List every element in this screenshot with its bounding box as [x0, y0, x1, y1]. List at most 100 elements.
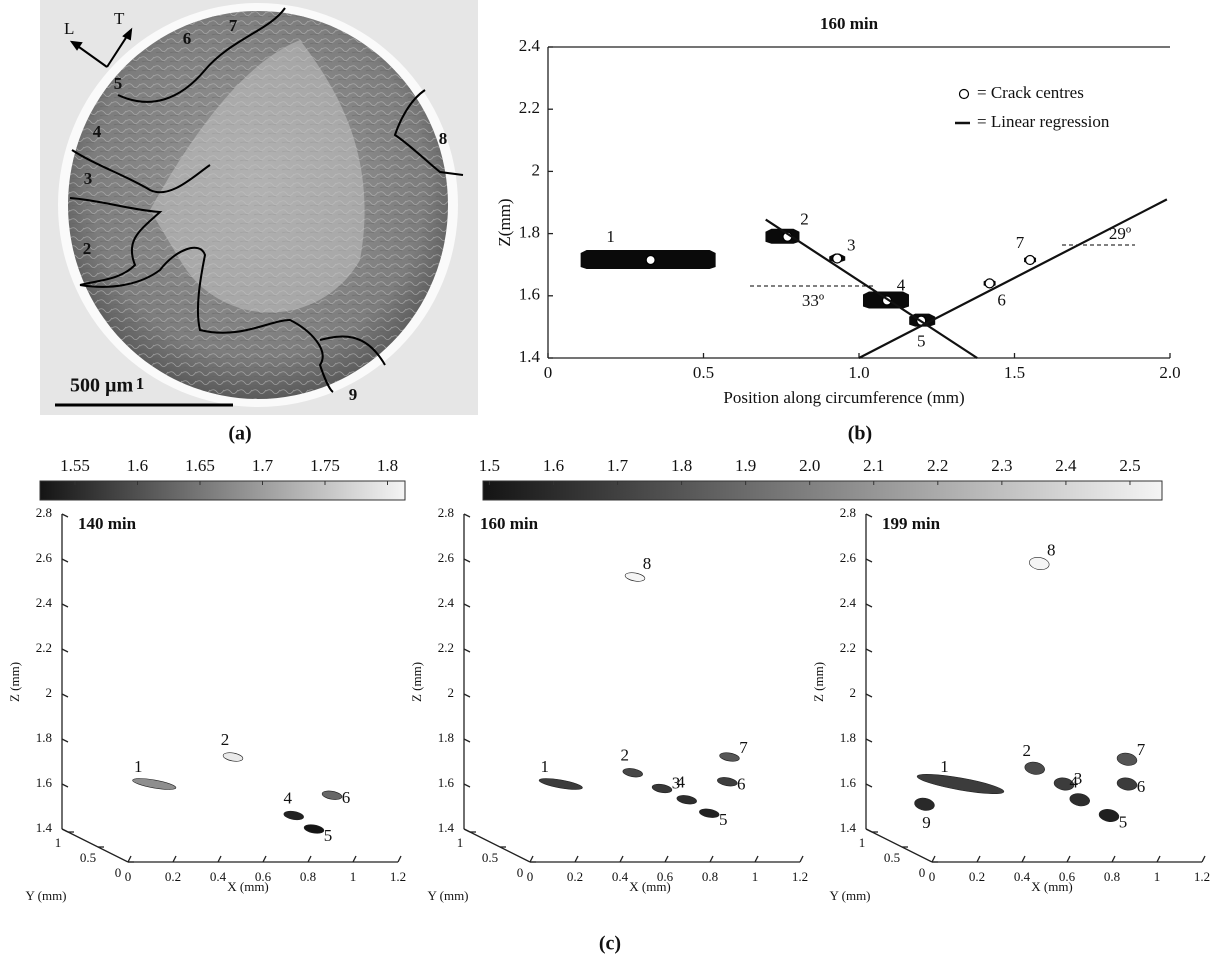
- z-tick-label: 2.2: [36, 640, 52, 655]
- crack-label: 3: [1074, 769, 1083, 788]
- z-tick-label: 2.4: [438, 595, 455, 610]
- x-tick-label: 1: [1154, 869, 1161, 884]
- crack-label: 4: [1070, 773, 1079, 792]
- x-tick-label: 0: [125, 869, 132, 884]
- crack: [1069, 793, 1090, 807]
- y-tick-label: 1.4: [519, 347, 541, 366]
- z-tick: [61, 783, 69, 788]
- z-tick: [463, 513, 471, 518]
- x-tick: [352, 855, 357, 863]
- z-tick: [463, 783, 471, 788]
- z-tick: [865, 648, 873, 653]
- region-label: 6: [183, 29, 192, 48]
- crack-label: 8: [643, 554, 652, 573]
- fibrous-zone: [150, 40, 365, 313]
- x-tick: [574, 855, 579, 863]
- direction-label: T: [114, 9, 125, 28]
- z-tick: [61, 828, 69, 833]
- x-tick-label: 0: [544, 363, 553, 382]
- z-tick-label: 2.6: [36, 550, 53, 565]
- region-label: 7: [229, 16, 238, 35]
- x-tick-label: 1: [350, 869, 357, 884]
- x-tick-label: 0.4: [1014, 869, 1031, 884]
- y-tick-label: 0: [115, 865, 122, 880]
- plot-title: 160 min: [480, 514, 539, 533]
- direction-arrows: [69, 27, 133, 68]
- y-tick-label: 1.8: [519, 223, 540, 242]
- crack: [303, 824, 325, 834]
- crack-label: 2: [1023, 741, 1032, 760]
- x-axis-label: X (mm): [227, 879, 269, 894]
- colorbar-tick-label: 1.7: [252, 456, 274, 475]
- crack: [132, 778, 177, 790]
- z-tick: [61, 603, 69, 608]
- region-label: 5: [114, 74, 123, 93]
- z-tick-label: 2.4: [36, 595, 53, 610]
- point-label: 1: [606, 227, 615, 246]
- point-label: 2: [800, 210, 809, 229]
- crack: [1029, 557, 1050, 570]
- colorbar-tick-label: 1.8: [377, 456, 398, 475]
- x-tick-label: 0.8: [300, 869, 316, 884]
- colorbar-tick-label: 1.65: [185, 456, 215, 475]
- z-tick-label: 2.2: [438, 640, 454, 655]
- crack: [624, 572, 646, 582]
- crack: [916, 774, 1005, 794]
- z-tick-label: 2.8: [36, 505, 52, 520]
- x-tick-label: 1.2: [390, 869, 406, 884]
- point-label: 3: [847, 235, 856, 254]
- region-label: 9: [349, 385, 358, 404]
- crack-label: 1: [541, 757, 550, 776]
- crack-boundaries: [69, 7, 464, 393]
- z-tick: [61, 513, 69, 518]
- crack: [538, 778, 583, 790]
- x-tick: [799, 855, 804, 863]
- x-tick-label: 2.0: [1159, 363, 1180, 382]
- y-tick-label: 2.4: [519, 36, 541, 55]
- point-label: 5: [917, 332, 926, 351]
- z-tick-label: 2.8: [438, 505, 454, 520]
- crack-label: 6: [1137, 777, 1146, 796]
- x-tick-label: 0.6: [255, 869, 272, 884]
- x-tick-label: 0.8: [702, 869, 718, 884]
- colorbar-tick-label: 2.0: [799, 456, 820, 475]
- crack: [1116, 777, 1138, 791]
- x-tick-label: 0.2: [567, 869, 583, 884]
- x-tick-label: 0.6: [1059, 869, 1076, 884]
- z-tick-label: 1.6: [438, 775, 455, 790]
- y-axis-label: Y (mm): [829, 888, 870, 903]
- regression-line: [765, 198, 1168, 359]
- y-tick-label: 1: [55, 835, 62, 850]
- z-tick-label: 2.8: [840, 505, 856, 520]
- x-tick-label: 0: [527, 869, 534, 884]
- crack-label: 4: [677, 773, 686, 792]
- z-tick-label: 1.8: [36, 730, 52, 745]
- crack: [719, 752, 740, 762]
- plot-title: 140 min: [78, 514, 137, 533]
- y-tick-label: 1: [859, 835, 866, 850]
- crack: [283, 810, 304, 821]
- z-tick-label: 1.4: [36, 820, 53, 835]
- crack-label: 2: [621, 746, 630, 765]
- crack-label: 6: [342, 788, 351, 807]
- y-tick-label: 0.5: [80, 850, 96, 865]
- x-tick-label: 1: [752, 869, 759, 884]
- region-label: 4: [93, 122, 102, 141]
- crack-label: 7: [1137, 740, 1146, 759]
- x-tick: [1111, 855, 1116, 863]
- x-tick-label: 0: [929, 869, 936, 884]
- crack-label: 3: [672, 773, 681, 792]
- y-axis-label: Y (mm): [427, 888, 468, 903]
- x-tick-label: 0.4: [210, 869, 227, 884]
- crack-label: 8: [1047, 540, 1056, 559]
- crack-label: 5: [1119, 812, 1128, 831]
- y-axis: [61, 828, 129, 863]
- x-tick: [217, 855, 222, 863]
- z-tick: [865, 558, 873, 563]
- y-axis-label: Y (mm): [25, 888, 66, 903]
- z-tick: [463, 828, 471, 833]
- crack-label: 6: [737, 775, 746, 794]
- x-axis-label: X (mm): [1031, 879, 1073, 894]
- crack: [1098, 809, 1120, 822]
